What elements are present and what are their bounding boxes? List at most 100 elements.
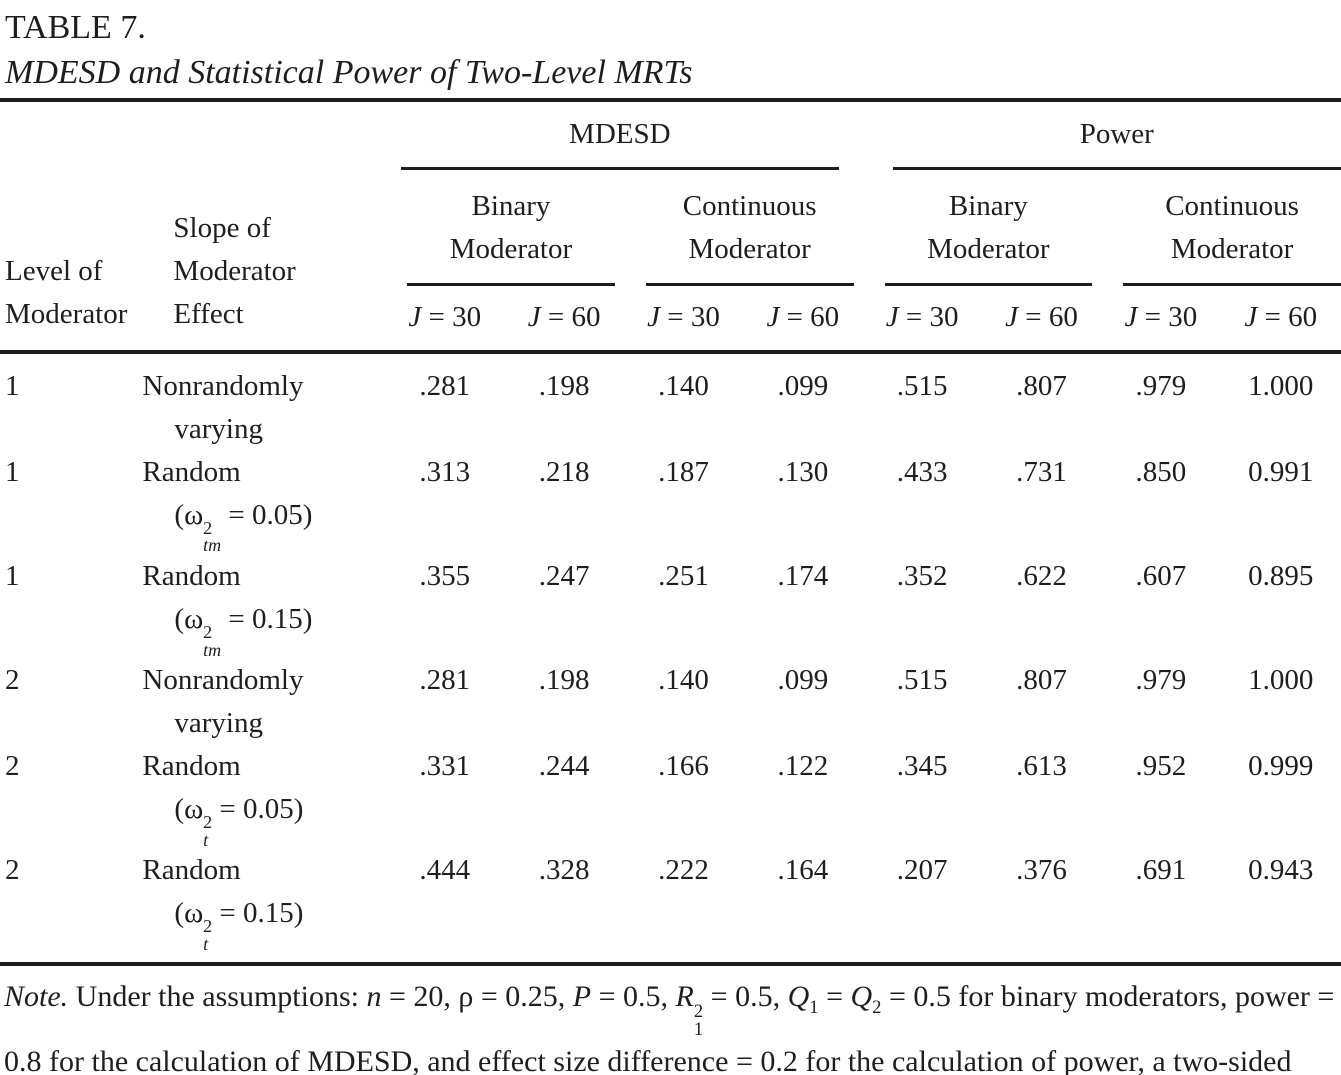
value-cell: .352 xyxy=(896,560,948,593)
header-j-column: J = 60 xyxy=(743,286,863,354)
value-cell: .130 xyxy=(777,456,829,488)
table-row: 2 Nonrandomly varying .281 .198 .140 .099 .515.… xyxy=(0,659,1341,745)
header-level-line: Moderator xyxy=(5,298,128,330)
level-cell: 2 xyxy=(5,854,20,887)
value-cell: .850 xyxy=(1135,456,1187,488)
table-row: 2 Random (ω 2 t = 0.15) .444 .328 .222 .164 .207.… xyxy=(0,849,1341,964)
note-text-segment: = 0.5, xyxy=(591,980,676,1014)
subgroup-header-row: Binary Moderator Continuous Moderator Bi… xyxy=(0,170,1341,286)
value-cell: .807 xyxy=(1016,664,1067,697)
value-cell: 0.991 xyxy=(1248,456,1314,488)
header-group-mdesd: MDESD xyxy=(385,100,862,170)
slope-cell: Nonrandomly varying xyxy=(140,659,385,745)
slope-label-detail: (ω 2 t = 0.05) xyxy=(174,793,304,850)
j-symbol: J xyxy=(1124,301,1138,333)
table-row: 1 Random (ω 2 tm = 0.15) .355 .247 .251 .174 .352… xyxy=(0,555,1341,659)
results-table: Level of Moderator Slope of Moderator Ef… xyxy=(0,98,1341,967)
note-math-segment: Q xyxy=(787,980,810,1014)
value-cell: .313 xyxy=(419,456,471,488)
slope-label: Random xyxy=(142,854,241,887)
value-cell: .166 xyxy=(658,750,709,783)
slope-cell: Random (ω 2 tm = 0.15) xyxy=(140,555,385,659)
value-cell: .247 xyxy=(538,560,590,593)
note-math-segment: n xyxy=(366,980,382,1014)
level-cell: 1 xyxy=(5,370,20,402)
header-j-column: J = 30 xyxy=(862,286,982,354)
table-row: 1 Nonrandomly varying .281 .198 .140 .099 .515.… xyxy=(0,352,1341,451)
level-cell: 1 xyxy=(5,560,20,593)
table-caption: MDESD and Statistical Power of Two-Level… xyxy=(5,54,693,91)
level-cell: 1 xyxy=(5,456,20,488)
header-group-power: Power xyxy=(863,100,1341,170)
table-number: TABLE 7. xyxy=(5,9,146,46)
j-value: = 60 xyxy=(1018,301,1078,333)
note-text-segment: = xyxy=(818,980,851,1014)
value-cell: 0.943 xyxy=(1248,854,1314,887)
j-value: = 30 xyxy=(421,301,482,333)
value-cell: .174 xyxy=(777,560,829,593)
value-cell: .691 xyxy=(1135,854,1187,887)
header-subgroup-power-binary: Binary Moderator xyxy=(863,170,1102,286)
slope-label-detail: varying xyxy=(174,413,263,445)
value-cell: .099 xyxy=(777,664,829,697)
note-subscript: 2 xyxy=(872,997,882,1019)
j-symbol: J xyxy=(1244,301,1258,333)
value-cell: .281 xyxy=(419,664,471,697)
value-cell: 0.999 xyxy=(1248,750,1314,783)
note-text-segment: = 0.5, xyxy=(703,980,788,1014)
j-symbol: J xyxy=(647,301,660,333)
value-cell: .515 xyxy=(896,664,948,697)
value-cell: .622 xyxy=(1016,560,1067,593)
j-value: = 30 xyxy=(898,301,959,333)
header-j-column: J = 60 xyxy=(1220,286,1341,354)
value-cell: .613 xyxy=(1016,750,1067,783)
header-slope-of-moderator-effect: Slope of Moderator Effect xyxy=(140,100,386,354)
subgroup-label-line: Binary xyxy=(471,190,551,222)
value-cell: .444 xyxy=(419,854,471,887)
header-j-column: J = 60 xyxy=(504,286,624,354)
j-value: = 60 xyxy=(779,301,840,333)
j-value: = 30 xyxy=(659,301,720,333)
sup-sub-stack: 2 tm xyxy=(203,517,222,556)
note-math-segment: Note. xyxy=(4,980,69,1014)
header-group-power-label: Power xyxy=(892,114,1341,170)
j-value: = 30 xyxy=(1137,301,1198,333)
header-slope-line: Moderator xyxy=(173,255,296,287)
slope-label-detail: (ω 2 t = 0.15) xyxy=(174,897,304,954)
note-subscript: 1 xyxy=(809,997,819,1019)
slope-cell: Random (ω 2 t = 0.15) xyxy=(140,849,385,964)
header-slope-line: Effect xyxy=(173,298,244,330)
header-level-line: Level of xyxy=(5,255,103,287)
value-cell: .198 xyxy=(538,370,590,402)
header-subgroup-power-continuous: Continuous Moderator xyxy=(1101,170,1341,286)
value-cell: .207 xyxy=(896,854,948,887)
sup-sub-stack: 2 tm xyxy=(203,621,222,660)
j-value: = 60 xyxy=(1257,301,1318,333)
value-cell: .164 xyxy=(777,854,829,887)
value-cell: .331 xyxy=(419,750,471,783)
value-cell: .099 xyxy=(777,370,829,402)
note-text-segment: = 0.5 for binary moderators, power = 0.8… xyxy=(4,980,1335,1075)
value-cell: 0.895 xyxy=(1248,560,1314,593)
group-header-row: Level of Moderator Slope of Moderator Ef… xyxy=(0,100,1341,354)
header-group-mdesd-label: MDESD xyxy=(401,114,839,170)
value-cell: .979 xyxy=(1135,370,1187,402)
slope-label: Random xyxy=(142,560,241,593)
level-cell: 2 xyxy=(5,750,20,783)
subgroup-label-line: Moderator xyxy=(927,233,1050,265)
level-cell: 2 xyxy=(5,664,20,697)
table-note: Note. Under the assumptions: n = 20, ρ =… xyxy=(0,966,1341,1075)
subgroup-label-line: Continuous xyxy=(1165,190,1299,222)
slope-cell: Random (ω 2 t = 0.05) xyxy=(140,745,385,849)
value-cell: 1.000 xyxy=(1248,370,1314,402)
header-level-of-moderator: Level of Moderator xyxy=(0,100,141,354)
value-cell: .198 xyxy=(538,664,590,697)
header-j-column: J = 30 xyxy=(385,286,505,354)
value-cell: .251 xyxy=(658,560,709,593)
table-row: 1 Random (ω 2 tm = 0.05) .313 .218 .187 .130 .433… xyxy=(0,451,1341,555)
value-cell: .281 xyxy=(419,370,471,402)
value-cell: .433 xyxy=(896,456,948,488)
